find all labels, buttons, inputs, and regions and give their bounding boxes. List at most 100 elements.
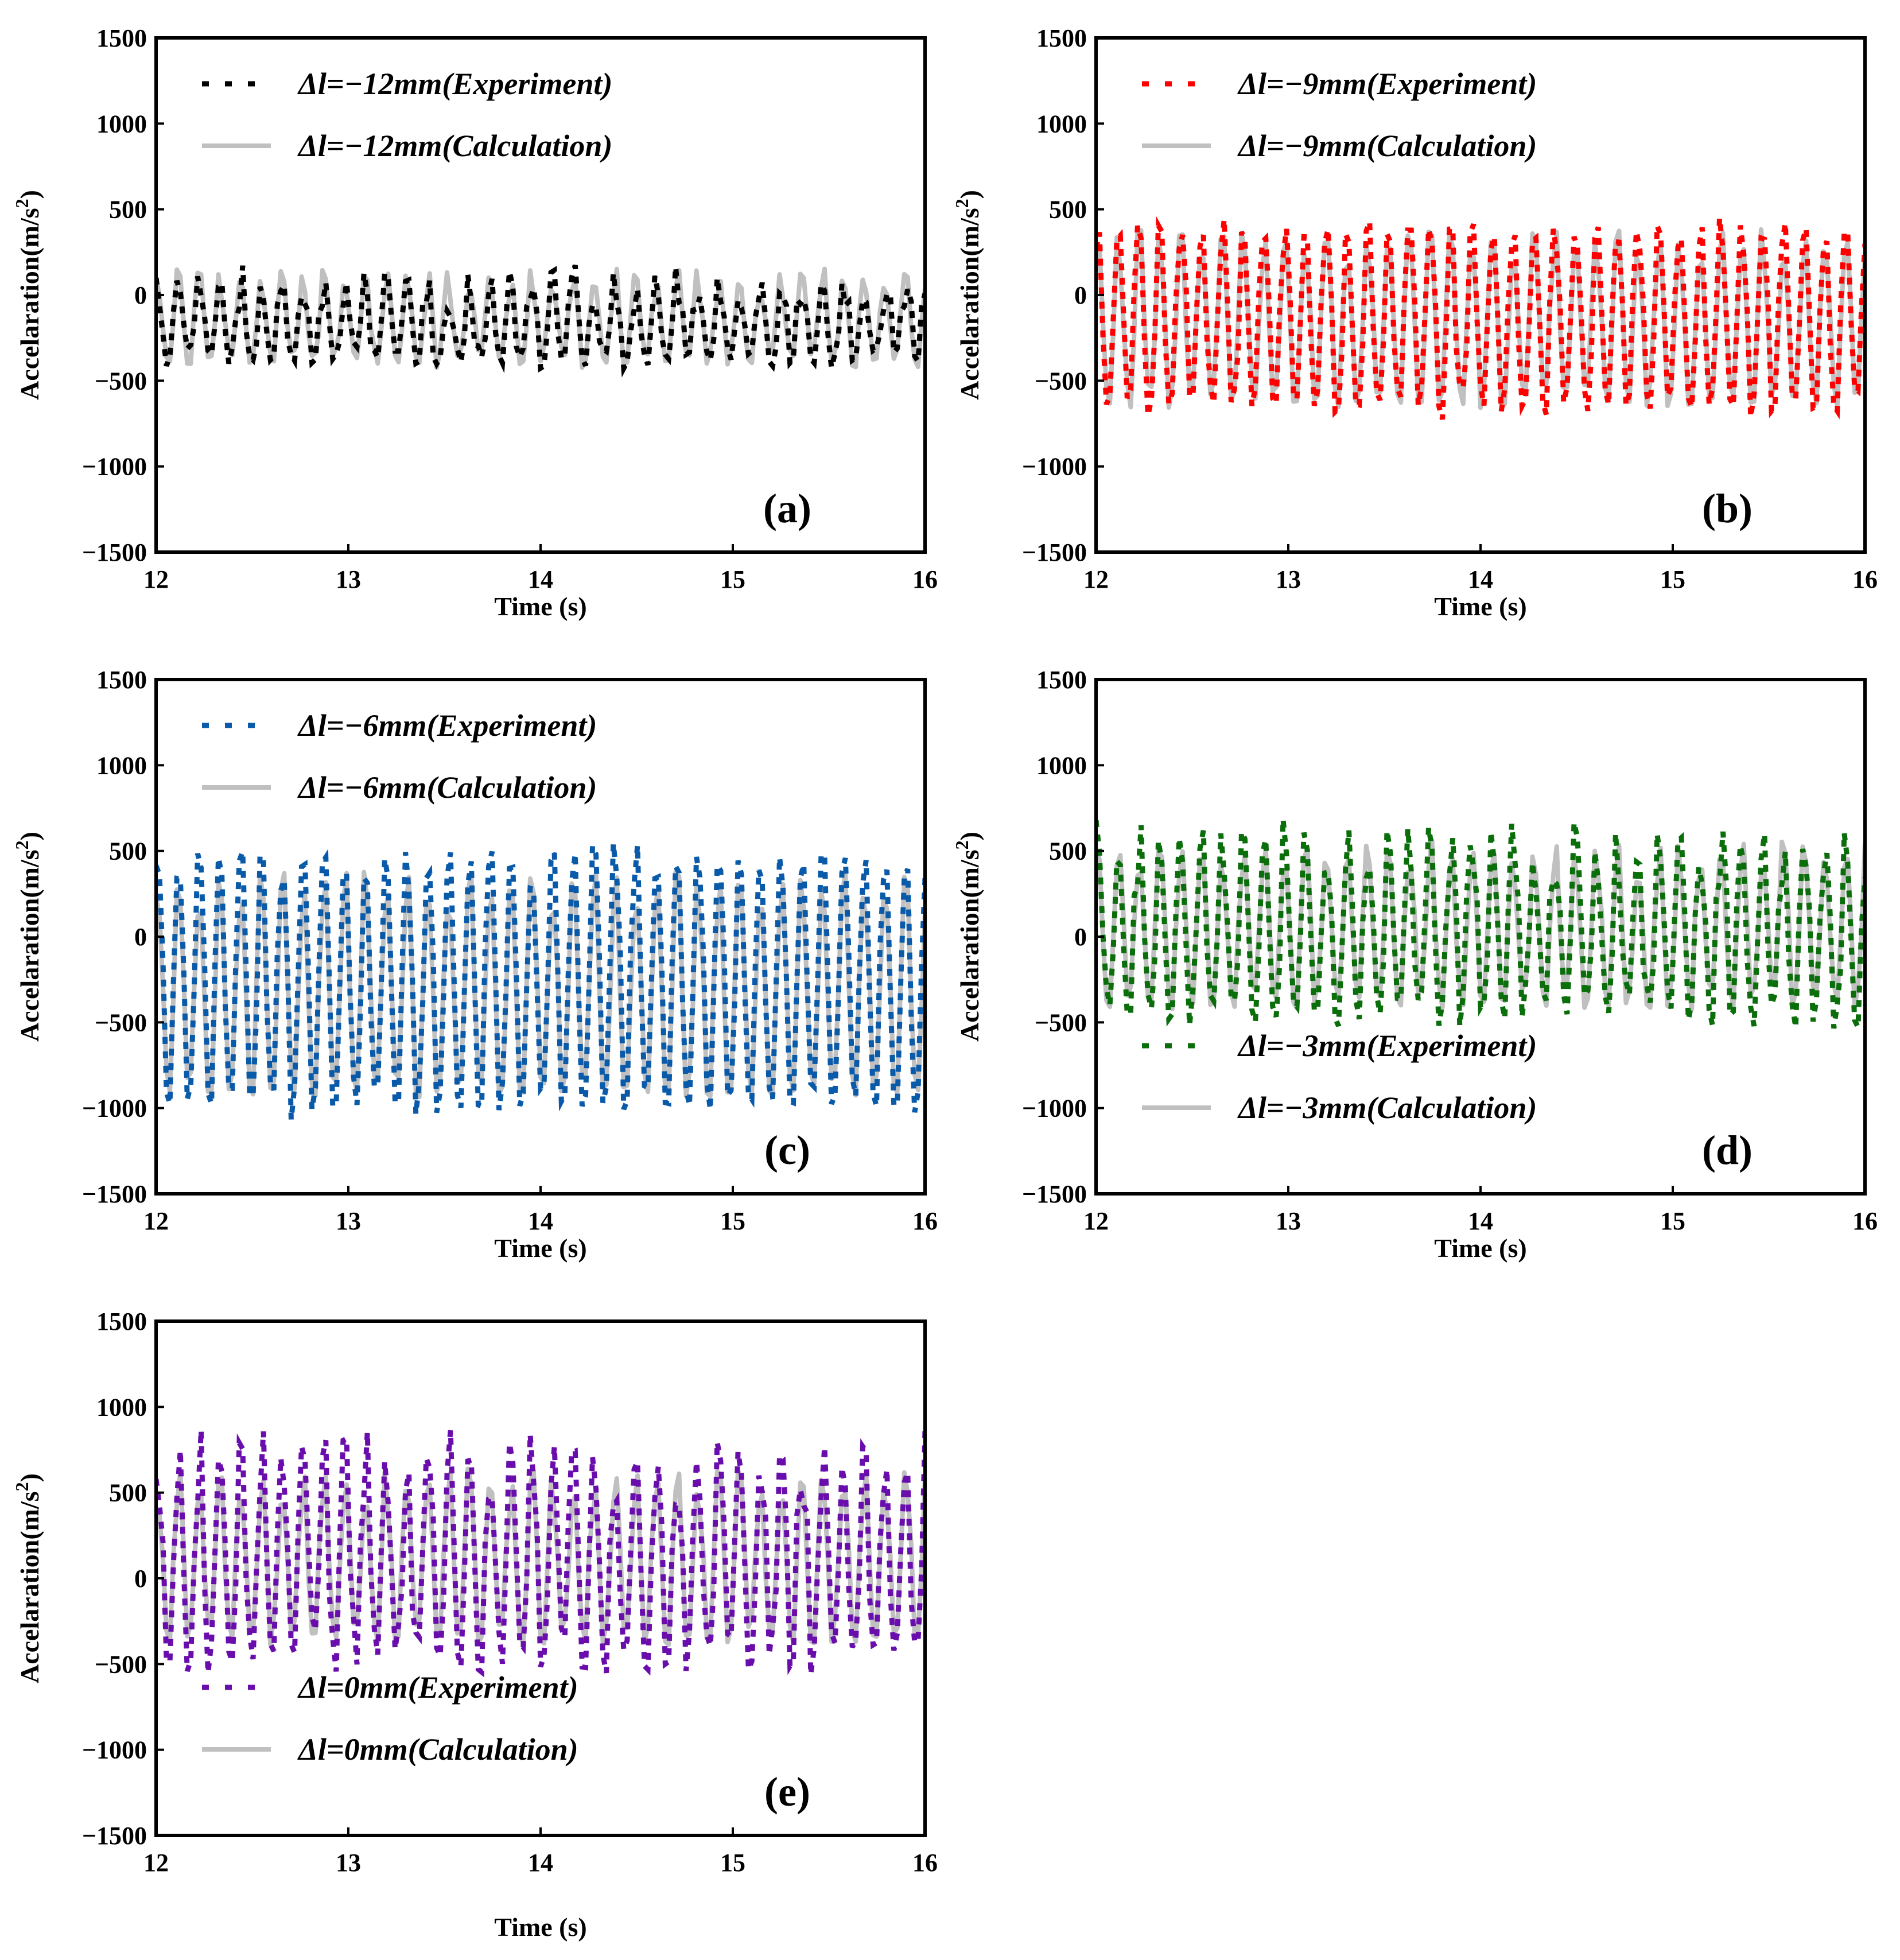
y-tick-label: −1000: [1022, 1095, 1087, 1123]
y-tick-label: −500: [95, 1650, 147, 1678]
y-tick-label: 500: [1049, 196, 1087, 224]
y-tick-label: 0: [134, 923, 147, 951]
legend-label: Δl=−9mm(Experiment): [1237, 67, 1537, 101]
x-tick-label: 14: [1468, 1207, 1493, 1235]
legend-label: Δl=−3mm(Experiment): [1237, 1028, 1537, 1063]
legend-label: Δl=−6mm(Calculation): [297, 770, 597, 805]
y-tick-label: −500: [95, 1008, 147, 1037]
y-axis-title: Accelaration(m/s2): [11, 190, 44, 400]
series-line-calculation: [156, 870, 925, 1100]
y-tick-label: 1500: [96, 1307, 147, 1336]
y-tick-label: 0: [134, 1565, 147, 1593]
series-line-experiment: [156, 264, 925, 378]
y-axis-title: Accelaration(m/s2): [951, 832, 984, 1042]
legend-label: Δl=−12mm(Experiment): [297, 67, 612, 101]
y-tick-label: −1000: [1022, 453, 1087, 481]
x-axis-title: Time (s): [1434, 592, 1526, 621]
y-tick-label: −1000: [82, 453, 147, 481]
y-tick-label: 1500: [1036, 666, 1087, 694]
x-tick-label: 14: [528, 565, 553, 593]
x-tick-label: 16: [1852, 565, 1878, 593]
legend-label: Δl=0mm(Experiment): [297, 1670, 578, 1705]
y-axis-title: Accelaration(m/s2): [11, 832, 44, 1042]
y-tick-label: 500: [109, 196, 147, 224]
plot-area-e: [156, 1430, 925, 1678]
y-tick-label: 1500: [1036, 24, 1087, 52]
series-line-experiment: [1096, 818, 1865, 1029]
x-tick-label: 15: [720, 1207, 745, 1235]
x-tick-label: 14: [528, 1207, 553, 1235]
y-tick-label: 0: [1074, 923, 1087, 951]
x-axis-title: Time (s): [1434, 1233, 1526, 1263]
y-tick-label: 1000: [96, 110, 147, 138]
x-axis-title: Time (s): [494, 592, 586, 621]
plot-area-d: [1096, 818, 1865, 1029]
y-tick-label: −500: [1035, 1008, 1087, 1037]
y-tick-label: 0: [1074, 281, 1087, 309]
panel-label: (b): [1702, 486, 1753, 531]
panel-label: (d): [1702, 1127, 1753, 1173]
x-tick-label: 12: [1083, 565, 1109, 593]
y-tick-label: 1000: [1036, 110, 1087, 138]
plot-area-c: [156, 843, 925, 1120]
y-tick-label: −1000: [82, 1736, 147, 1764]
y-tick-label: −1500: [82, 1822, 147, 1850]
panel-label: (a): [763, 486, 811, 531]
x-tick-label: 16: [912, 1849, 938, 1877]
x-axis-title: Time (s): [494, 1912, 586, 1942]
plot-area-a: [156, 264, 925, 378]
x-tick-label: 13: [1276, 1207, 1301, 1235]
y-tick-label: −1500: [1022, 538, 1087, 566]
y-tick-label: −1000: [82, 1095, 147, 1123]
x-axis-title: Time (s): [494, 1233, 586, 1263]
legend-label: Δl=0mm(Calculation): [297, 1732, 578, 1767]
x-tick-label: 15: [1660, 565, 1685, 593]
x-tick-label: 12: [143, 1849, 169, 1877]
x-tick-label: 14: [528, 1849, 553, 1877]
x-tick-label: 16: [912, 1207, 938, 1235]
x-tick-label: 15: [720, 1849, 745, 1877]
x-tick-label: 13: [336, 1207, 361, 1235]
legend-label: Δl=−3mm(Calculation): [1237, 1090, 1537, 1125]
x-tick-label: 14: [1468, 565, 1493, 593]
x-tick-label: 13: [336, 565, 361, 593]
y-tick-label: 0: [134, 281, 147, 309]
series-line-calculation: [156, 266, 925, 370]
series-line-experiment: [156, 843, 925, 1120]
y-axis-title: Accelaration(m/s2): [11, 1473, 44, 1683]
x-tick-label: 12: [143, 1207, 169, 1235]
y-tick-label: −1500: [82, 1180, 147, 1208]
legend-label: Δl=−9mm(Calculation): [1237, 129, 1537, 163]
panel-label: (c): [764, 1127, 810, 1173]
series-line-experiment: [156, 1430, 925, 1678]
y-tick-label: −1500: [82, 538, 147, 566]
panel-label: (e): [764, 1769, 810, 1815]
y-tick-label: 1000: [96, 1393, 147, 1421]
x-tick-label: 16: [1852, 1207, 1878, 1235]
x-tick-label: 12: [143, 565, 169, 593]
y-tick-label: 500: [109, 837, 147, 865]
y-tick-label: 500: [109, 1479, 147, 1507]
y-tick-label: 500: [1049, 837, 1087, 865]
x-tick-label: 15: [720, 565, 745, 593]
x-tick-label: 16: [912, 565, 938, 593]
legend-label: Δl=−12mm(Calculation): [297, 129, 612, 163]
y-tick-label: 1500: [96, 666, 147, 694]
y-tick-label: 1000: [96, 751, 147, 779]
y-tick-label: 1000: [1036, 751, 1087, 779]
plot-area-b: [1096, 216, 1865, 420]
legend-label: Δl=−6mm(Experiment): [297, 708, 597, 743]
y-tick-label: −1500: [1022, 1180, 1087, 1208]
x-tick-label: 13: [336, 1849, 361, 1877]
y-tick-label: 1500: [96, 24, 147, 52]
y-axis-title: Accelaration(m/s2): [951, 190, 984, 400]
x-tick-label: 13: [1276, 565, 1301, 593]
x-tick-label: 15: [1660, 1207, 1685, 1235]
y-tick-label: −500: [1035, 367, 1087, 395]
